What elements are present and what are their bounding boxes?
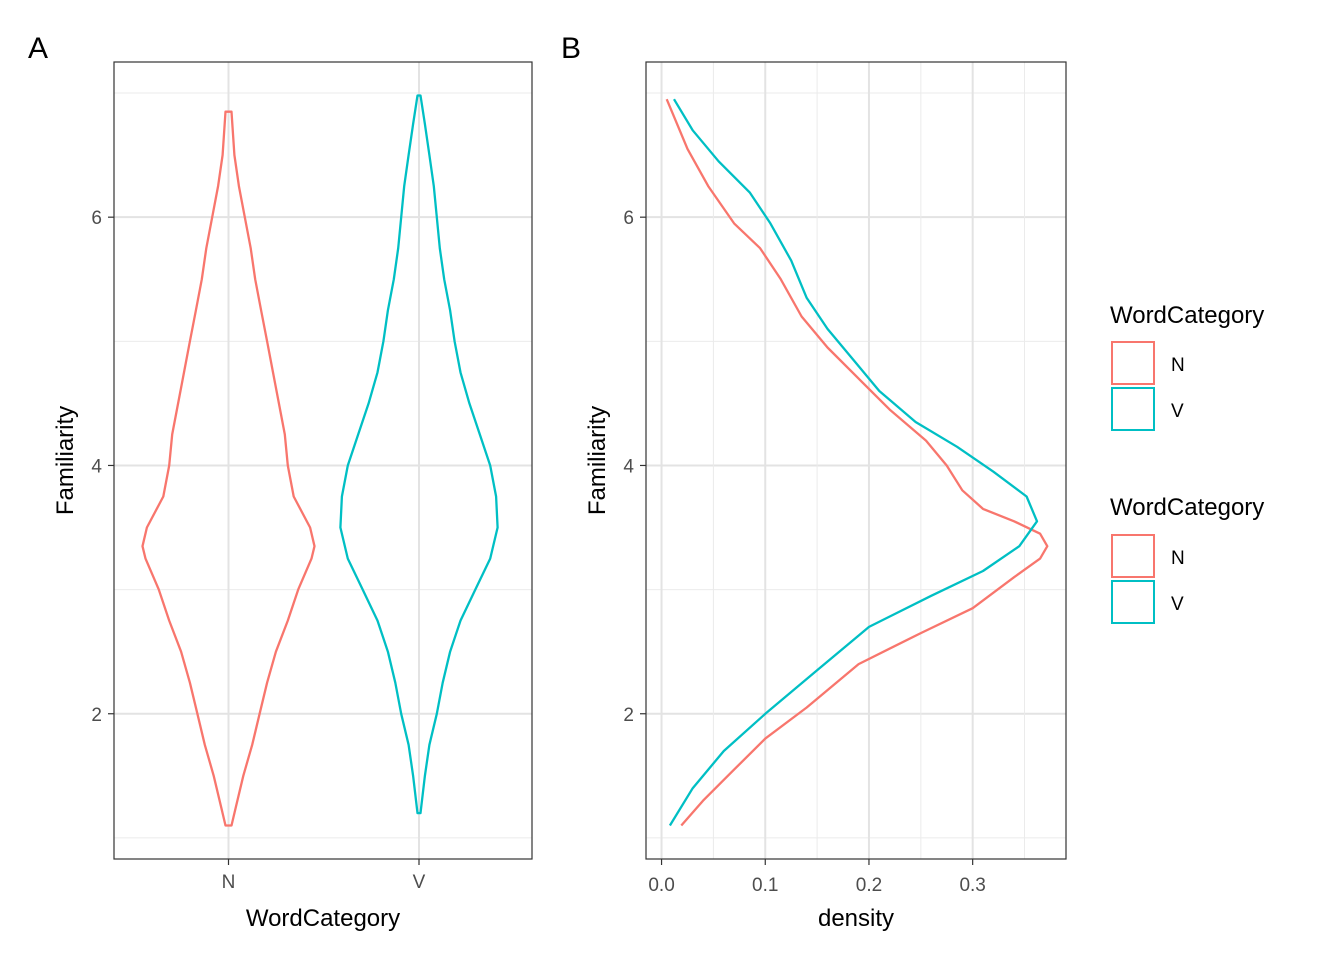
panel-a-y-ticks: 2 4 6 — [91, 208, 114, 726]
legend-fill-key-n — [1111, 534, 1155, 578]
panel-b-y-axis-title: Familiarity — [584, 406, 611, 515]
panel-b-x-ticks: 0.0 0.1 0.2 0.3 — [648, 859, 986, 896]
panel-a-x-tick-label: N — [222, 872, 236, 893]
panel-a-y-axis-title: Familiarity — [52, 406, 79, 515]
legend-fill-key-v — [1111, 580, 1155, 624]
panel-b-x-tick-label: 0.1 — [752, 875, 778, 896]
legend-colour-label-v: V — [1171, 401, 1184, 422]
density-line-n — [665, 98, 1049, 827]
panel-a-x-axis-title: WordCategory — [246, 905, 400, 932]
legend-colour-label-n: N — [1171, 355, 1185, 376]
panel-a-violins — [141, 94, 499, 827]
panel-b-y-tick-label: 2 — [623, 705, 634, 726]
panel-b: B 2 4 6 0.0 0.1 0.2 0.3 density Familiarity — [561, 32, 1067, 932]
panel-b-y-ticks: 2 4 6 — [623, 208, 646, 726]
panel-b-x-tick-label: 0.0 — [648, 875, 674, 896]
panel-b-grid — [646, 62, 1066, 859]
legend-colour: WordCategory N V — [1110, 302, 1264, 431]
panel-b-frame — [645, 61, 1067, 860]
panel-b-density-lines — [665, 98, 1049, 827]
legend-colour-key-n — [1111, 341, 1155, 385]
density-line-v — [668, 98, 1039, 827]
legend-fill-label-v: V — [1171, 594, 1184, 615]
legend-fill-title: WordCategory — [1110, 494, 1264, 521]
panel-a-frame — [113, 61, 533, 860]
violin-v — [339, 94, 499, 815]
panel-a-tag: A — [28, 32, 48, 65]
panel-b-tag: B — [561, 32, 581, 65]
panel-b-x-tick-label: 0.2 — [856, 875, 882, 896]
panel-b-y-tick-label: 4 — [623, 456, 634, 477]
panel-a-y-tick-label: 2 — [91, 705, 102, 726]
legend-fill: WordCategory N V — [1110, 494, 1264, 624]
panel-b-x-axis-title: density — [818, 905, 894, 932]
panel-b-y-tick-label: 6 — [623, 208, 634, 229]
panel-b-x-tick-label: 0.3 — [959, 875, 985, 896]
panel-a-y-tick-label: 6 — [91, 208, 102, 229]
legend-colour-title: WordCategory — [1110, 302, 1264, 329]
violin-n — [141, 110, 316, 827]
panel-a-x-tick-label: V — [413, 872, 426, 893]
panel-a-grid — [114, 62, 532, 859]
legend-colour-key-v — [1111, 387, 1155, 431]
legend-fill-label-n: N — [1171, 548, 1185, 569]
panel-a-y-tick-label: 4 — [91, 456, 102, 477]
